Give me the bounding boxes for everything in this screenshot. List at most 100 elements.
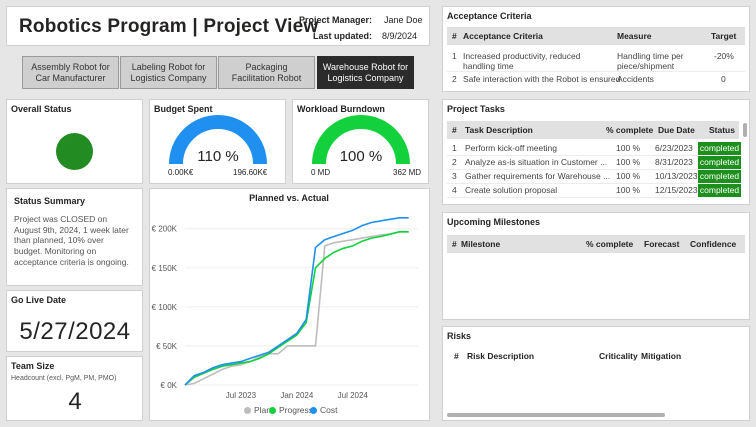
budget-gauge <box>169 115 267 165</box>
burndown-gauge <box>312 115 410 165</box>
task-row-desc: Gather requirements for Warehouse ... <box>465 171 611 181</box>
header-card: Robotics Program | Project View Project … <box>6 6 430 46</box>
acceptance-col-target[interactable]: Target <box>711 31 737 41</box>
milestones-col-pct[interactable]: % complete <box>586 239 634 249</box>
milestones-col-num[interactable]: # <box>452 239 457 249</box>
budget-min: 0.00K€ <box>168 168 194 177</box>
budget-title: Budget Spent <box>154 104 213 114</box>
y-tick-label: € 50K <box>156 342 178 351</box>
updated-label: Last updated: <box>313 31 373 41</box>
plan-line <box>184 230 409 386</box>
team-subtitle: Headcount (excl. PgM, PM, PMO) <box>11 375 117 382</box>
summary-title: Status Summary <box>14 196 86 206</box>
risks-col-desc[interactable]: Risk Description <box>467 351 535 361</box>
risks-col-mitigation[interactable]: Mitigation <box>641 351 682 361</box>
milestones-col-forecast[interactable]: Forecast <box>644 239 680 249</box>
acceptance-row-num: 2 <box>452 74 457 84</box>
budget-value: 110 % <box>197 148 239 165</box>
task-row-due: 6/23/2023 <box>655 143 693 153</box>
x-tick-label: Jan 2024 <box>280 391 313 400</box>
acceptance-col-num[interactable]: # <box>452 31 457 41</box>
risks-card: Risks # Risk Description Criticality Mit… <box>442 326 750 421</box>
tasks-col-due[interactable]: Due Date <box>658 125 695 135</box>
y-tick-label: € 200K <box>152 225 178 234</box>
golive-title: Go Live Date <box>11 295 67 305</box>
legend-progress[interactable]: Progress <box>269 405 313 415</box>
task-row-desc: Analyze as-is situation in Customer ... <box>465 157 608 167</box>
legend-plan-dot <box>244 407 251 414</box>
golive-card: Go Live Date 5/27/2024 <box>6 290 143 352</box>
milestones-header-row: # Milestone % complete Forecast Confiden… <box>447 235 745 253</box>
risks-col-num[interactable]: # <box>454 351 459 361</box>
x-tick-label: Jul 2023 <box>226 391 257 400</box>
legend-cost-dot <box>310 407 317 414</box>
risks-col-criticality[interactable]: Criticality <box>599 351 638 361</box>
task-row-num: 4 <box>452 185 457 195</box>
updated-value: 8/9/2024 <box>382 31 418 41</box>
milestones-col-confidence[interactable]: Confidence <box>690 239 737 249</box>
burndown-title: Workload Burndown <box>297 104 385 114</box>
task-row-pct: 100 % <box>616 185 641 195</box>
acceptance-row-measure: Accidents <box>617 74 654 84</box>
legend-plan-label: Plan <box>254 405 272 415</box>
risks-title: Risks <box>447 331 472 341</box>
acceptance-header-row: # Acceptance Criteria Measure Target <box>447 27 745 45</box>
acceptance-col-criteria[interactable]: Acceptance Criteria <box>463 31 543 41</box>
tasks-col-pct[interactable]: % complete <box>606 125 654 135</box>
acceptance-row-measure: Handling time per piece/shipment <box>617 51 684 72</box>
acceptance-row-num: 1 <box>452 51 457 61</box>
golive-value: 5/27/2024 <box>19 318 131 345</box>
tasks-col-desc[interactable]: Task Description <box>465 125 533 135</box>
tasks-card: Project Tasks # Task Description % compl… <box>442 99 750 205</box>
risks-header-row: # Risk Description Criticality Mitigatio… <box>447 347 745 365</box>
tasks-header-row: # Task Description % complete Due Date S… <box>447 121 739 139</box>
row-divider <box>447 197 696 198</box>
tab-assembly-robot[interactable]: Assembly Robot for Car Manufacturer <box>22 56 119 89</box>
legend-progress-dot <box>269 407 276 414</box>
task-row-due: 12/15/2023 <box>655 185 698 195</box>
acceptance-card: Acceptance Criteria # Acceptance Criteri… <box>442 6 750 92</box>
acceptance-title: Acceptance Criteria <box>447 11 532 21</box>
task-row-due: 8/31/2023 <box>655 157 693 167</box>
row-divider <box>447 183 696 184</box>
row-divider <box>447 169 696 170</box>
tab-labeling-robot[interactable]: Labeling Robot for Logistics Company <box>120 56 217 89</box>
milestones-col-name[interactable]: Milestone <box>461 239 501 249</box>
task-row-due: 10/13/2023 <box>655 171 698 181</box>
y-tick-label: € 100K <box>152 303 178 312</box>
summary-text: Project was CLOSED on August 9th, 2024, … <box>14 214 129 267</box>
y-tick-label: € 150K <box>152 264 178 273</box>
planned-vs-actual-chart: Planned vs. Actual € 0K € 50K € 100K € 150K €… <box>152 193 418 400</box>
cost-line <box>184 216 409 386</box>
acceptance-col-measure[interactable]: Measure <box>617 31 652 41</box>
acceptance-row-criteria: Safe interaction with the Robot is ensur… <box>463 74 621 84</box>
task-row-num: 3 <box>452 171 457 181</box>
status-badge: completed <box>698 170 741 183</box>
tasks-col-num[interactable]: # <box>452 125 457 135</box>
task-row-pct: 100 % <box>616 143 641 153</box>
overall-status-title: Overall Status <box>11 104 72 114</box>
status-badge: completed <box>698 156 741 169</box>
milestones-title: Upcoming Milestones <box>447 217 541 227</box>
progress-line <box>184 230 409 386</box>
tab-warehouse-robot[interactable]: Warehouse Robot for Logistics Company <box>317 56 414 89</box>
legend-plan[interactable]: Plan <box>244 405 271 415</box>
pm-value: Jane Doe <box>384 15 423 25</box>
y-tick-label: € 0K <box>161 381 178 390</box>
task-row-desc: Perform kick-off meeting <box>465 143 557 153</box>
tasks-col-status[interactable]: Status <box>709 125 735 135</box>
team-value: 4 <box>68 388 82 415</box>
team-card: Team Size Headcount (excl. PgM, PM, PMO)… <box>6 356 143 421</box>
acceptance-row-target: 0 <box>721 74 726 84</box>
acceptance-row-criteria: Increased productivity, reduced handling… <box>463 51 581 72</box>
tasks-scrollbar[interactable] <box>743 123 747 137</box>
page-title: Robotics Program | Project View <box>19 16 319 37</box>
tab-packaging-robot[interactable]: Packaging Facilitation Robot <box>218 56 315 89</box>
task-row-num: 2 <box>452 157 457 167</box>
chart-title: Planned vs. Actual <box>249 193 329 203</box>
pm-label: Project Manager: <box>299 15 373 25</box>
legend-progress-label: Progress <box>279 405 314 415</box>
planned-vs-actual-card: Planned vs. Actual € 0K € 50K € 100K € 150K €… <box>149 188 430 421</box>
risks-scrollbar[interactable] <box>447 413 665 417</box>
legend-cost[interactable]: Cost <box>310 405 337 415</box>
